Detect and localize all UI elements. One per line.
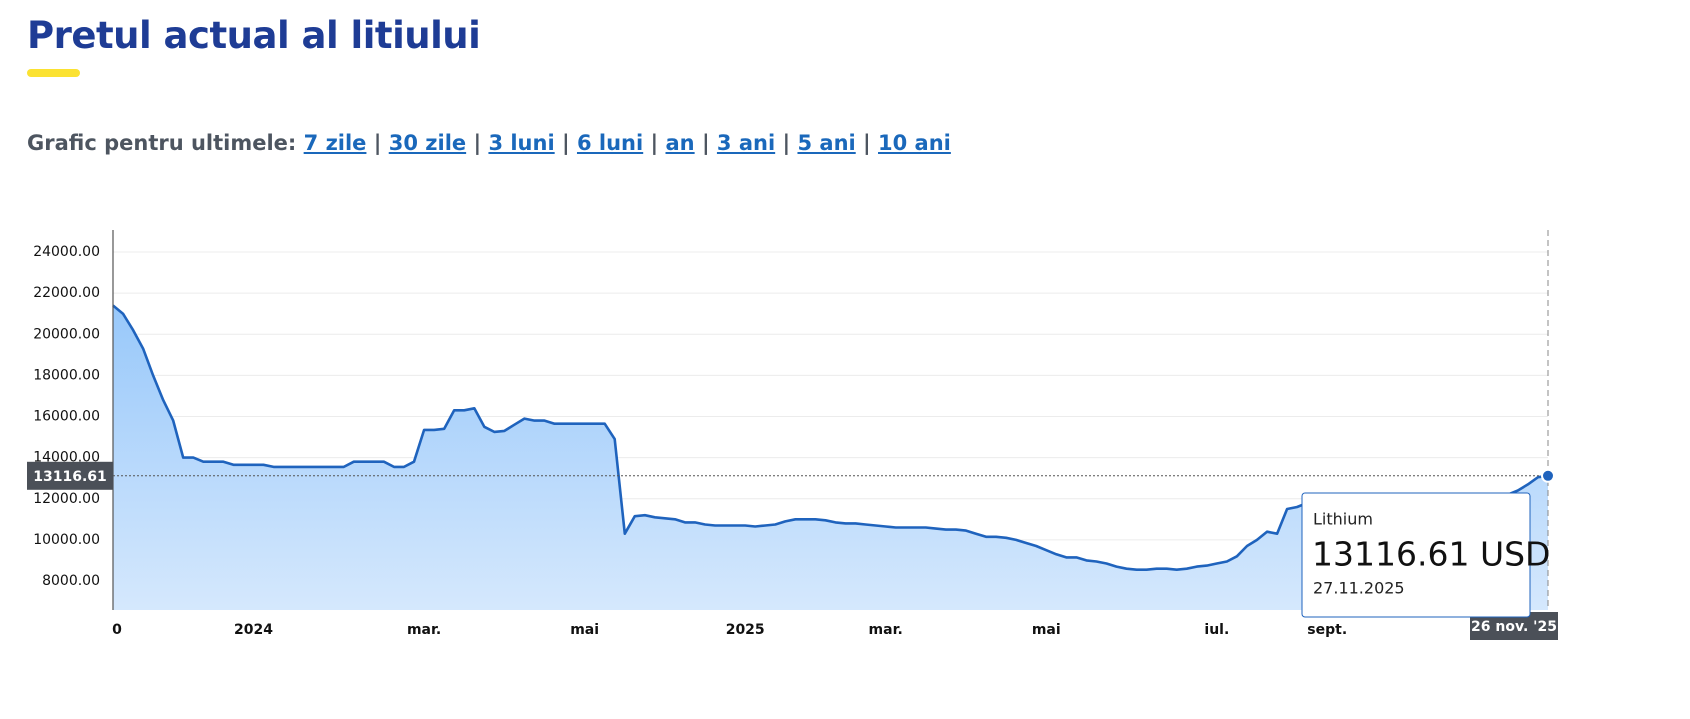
y-tick-label: 8000.00 (42, 573, 100, 589)
y-tick-label: 24000.00 (33, 244, 100, 260)
range-link[interactable]: an (665, 131, 695, 155)
last-point (1541, 468, 1555, 483)
separator: | (373, 131, 382, 155)
x-tick-label: mar. (869, 622, 903, 638)
tooltip (1301, 492, 1531, 618)
x-tick-label: mai (570, 622, 599, 638)
y-tick-label: 18000.00 (33, 367, 100, 383)
separator: | (863, 131, 871, 155)
x-tick-label: 2024 (234, 622, 273, 638)
y-tick-label: 20000.00 (33, 326, 100, 342)
y-tick-label: 16000.00 (33, 409, 100, 425)
separator: | (561, 131, 570, 155)
y-tick-label: 12000.00 (33, 491, 100, 507)
date-label: 26 nov. '25 (1471, 619, 1557, 635)
separator: | (782, 131, 791, 155)
range-link[interactable]: 30 zile (388, 131, 467, 155)
area (113, 305, 1548, 610)
range-label: Grafic pentru ultimele: (27, 131, 297, 155)
y-tick-label: 22000.00 (33, 285, 100, 301)
separator: | (650, 131, 659, 155)
tooltip-series: Lithium (1313, 510, 1373, 529)
range-link[interactable]: 3 ani (716, 131, 776, 155)
price-label-box (27, 461, 113, 490)
y-tick-label: 14000.00 (33, 450, 100, 466)
x-tick-label: mar. (407, 622, 441, 638)
range-link[interactable]: 5 ani (797, 131, 856, 155)
page-title: Pretul actual al litiului (27, 14, 481, 57)
separator: | (701, 131, 710, 155)
range-link[interactable]: 3 luni (488, 131, 555, 155)
separator: | (473, 131, 482, 155)
range-selector: Grafic pentru ultimele: 7 zile | 30 zile… (27, 131, 951, 155)
x-tick-label: iul. (1204, 622, 1229, 638)
x-tick-label: sept. (1307, 622, 1347, 638)
y-tick-label: 10000.00 (33, 532, 100, 548)
range-link[interactable]: 7 zile (303, 131, 367, 155)
x-tick-label: 2025 (726, 622, 765, 638)
price-label: 13116.61 (33, 469, 107, 485)
range-link[interactable]: 6 luni (576, 131, 644, 155)
title-underline (27, 69, 80, 77)
x-tick-label: 0 (112, 622, 122, 638)
tooltip-date: 27.11.2025 (1313, 579, 1405, 598)
tooltip-value: 13116.61 USD (1312, 535, 1550, 574)
x-tick-label: mai (1032, 622, 1061, 638)
range-link[interactable]: 10 ani (878, 131, 951, 155)
